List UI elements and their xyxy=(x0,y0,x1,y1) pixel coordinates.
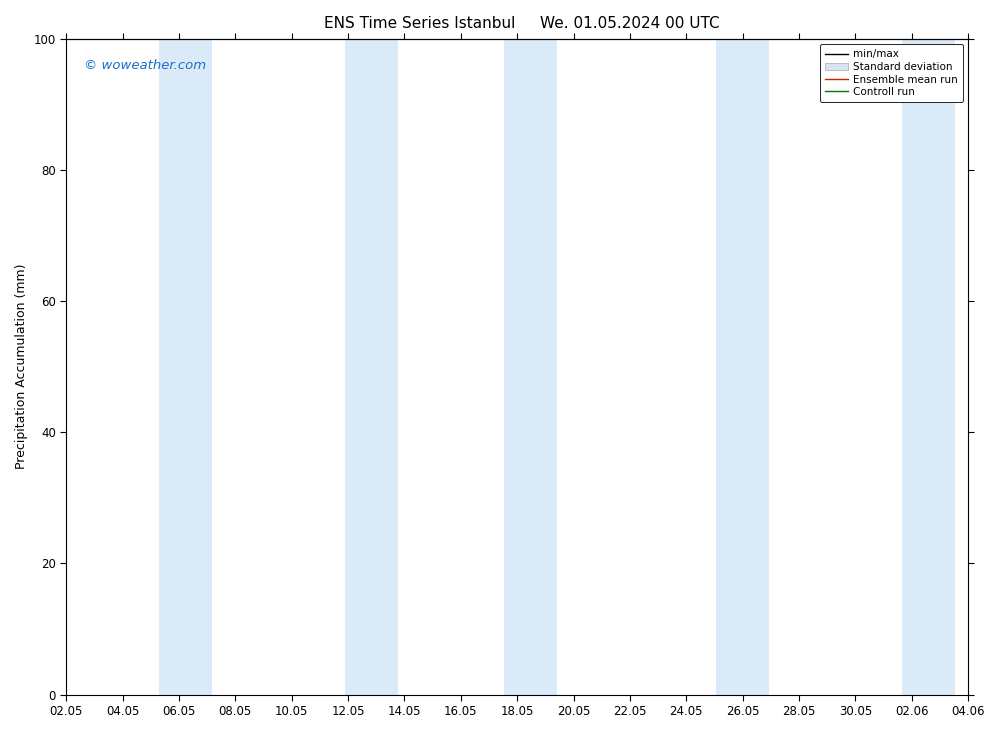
Bar xyxy=(716,39,769,695)
Text: ENS Time Series Istanbul: ENS Time Series Istanbul xyxy=(324,16,516,31)
Text: We. 01.05.2024 00 UTC: We. 01.05.2024 00 UTC xyxy=(540,16,720,31)
Bar xyxy=(159,39,212,695)
Bar xyxy=(902,39,955,695)
Bar xyxy=(345,39,398,695)
Bar xyxy=(504,39,557,695)
Text: © woweather.com: © woweather.com xyxy=(84,59,206,72)
Legend: min/max, Standard deviation, Ensemble mean run, Controll run: min/max, Standard deviation, Ensemble me… xyxy=(820,44,963,103)
Y-axis label: Precipitation Accumulation (mm): Precipitation Accumulation (mm) xyxy=(15,264,28,469)
